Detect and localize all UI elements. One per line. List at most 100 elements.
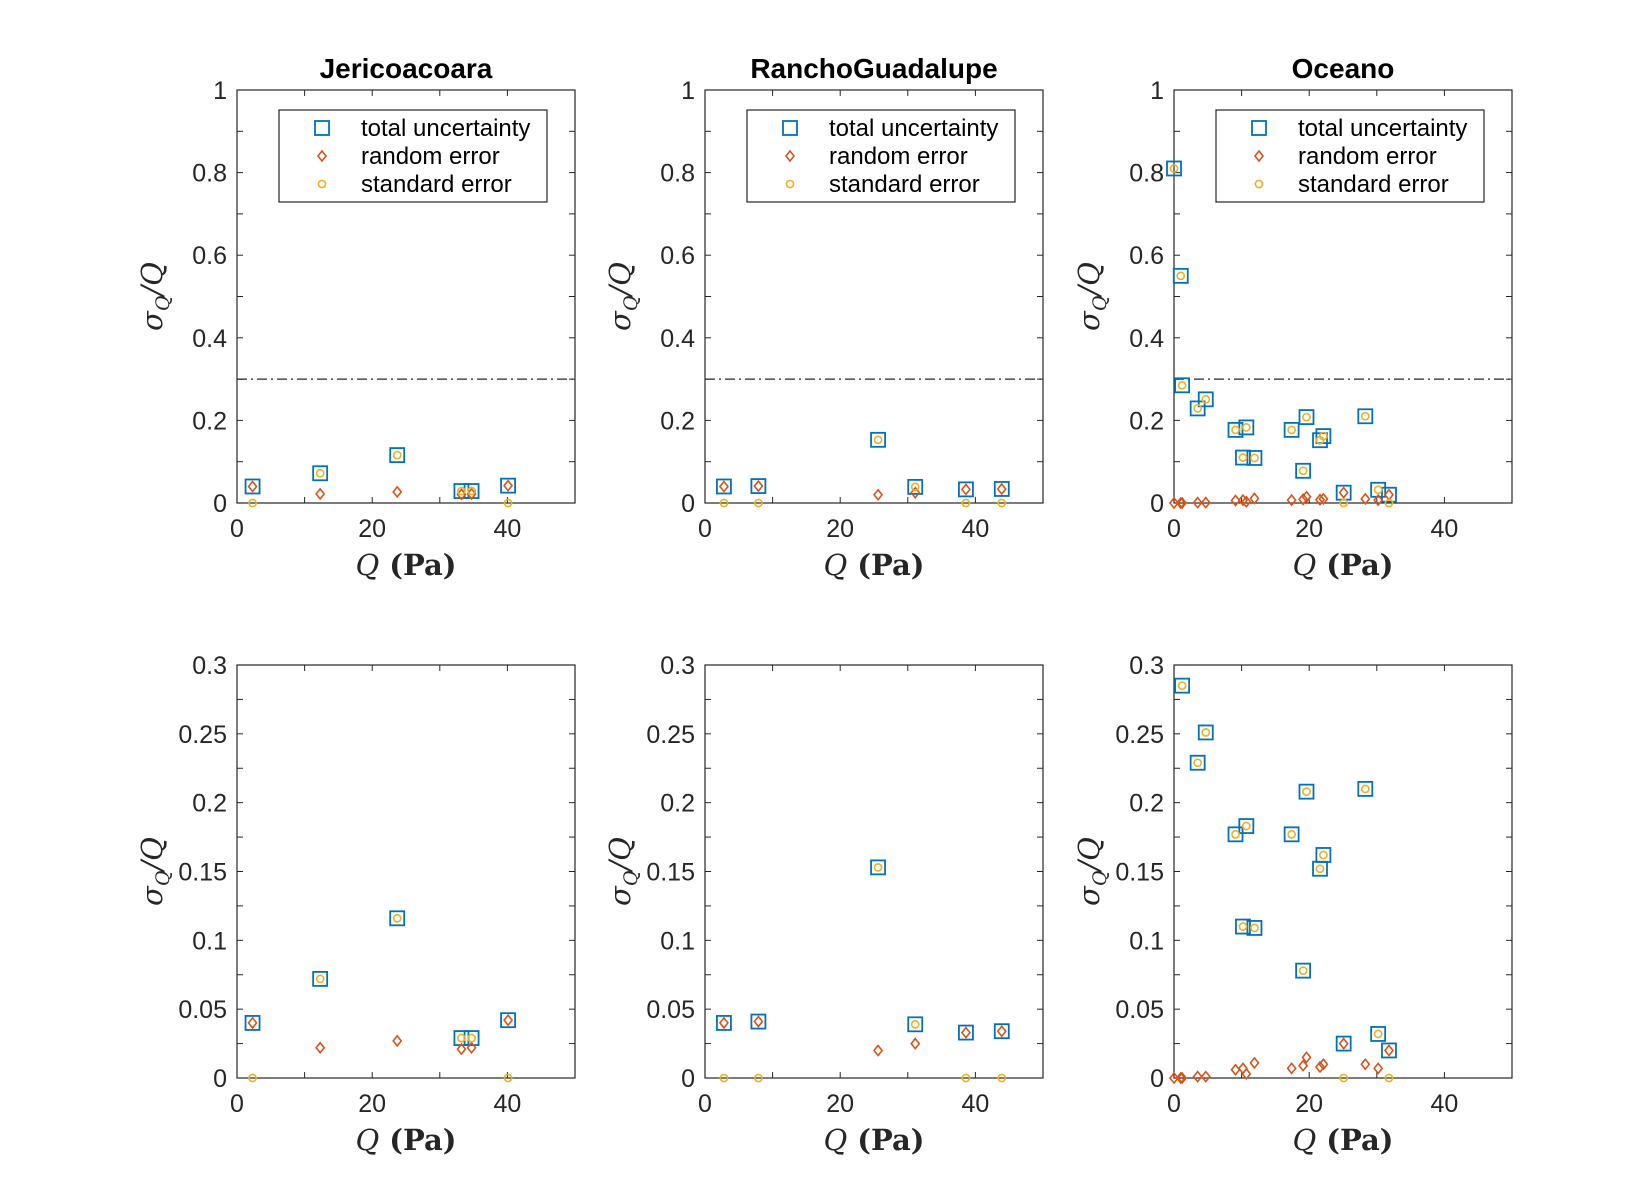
data-point-total xyxy=(1335,1035,1352,1052)
data-point-standard xyxy=(961,498,971,508)
data-point-standard xyxy=(1231,829,1240,839)
data-point-random xyxy=(1192,1070,1203,1083)
series-total xyxy=(716,859,1010,1041)
x-axis-label: Q (Pa) xyxy=(823,548,924,582)
data-point-standard xyxy=(1238,922,1248,931)
y-tick-label: 0 xyxy=(213,1065,227,1093)
data-point-standard xyxy=(873,435,883,445)
data-point-random xyxy=(315,487,326,501)
data-point-standard xyxy=(1169,164,1179,173)
data-point-standard xyxy=(1177,681,1187,691)
y-tick-label: 0 xyxy=(1150,490,1164,518)
legend-marker-random xyxy=(1253,149,1265,163)
y-tick-label: 0.2 xyxy=(192,790,227,818)
data-point-standard xyxy=(754,1073,763,1083)
chart-panel-6: 0 20 40 0 0.05 0.1 0.15 0.2 0.25 0.3 Q (Pa) σQ/Q xyxy=(1072,652,1513,1157)
data-point-random xyxy=(1241,1067,1252,1081)
y-tick-label: 0.3 xyxy=(660,652,695,680)
data-point-total xyxy=(958,1024,974,1041)
data-point-total xyxy=(716,1015,732,1031)
x-tick-label: 20 xyxy=(826,1090,854,1118)
data-point-total xyxy=(463,483,480,499)
data-point-random xyxy=(1338,486,1349,499)
chart-panel-5: 0 20 40 0 0.05 0.1 0.15 0.2 0.25 0.3 Q (Pa) σQ/Q xyxy=(603,652,1044,1157)
x-tick-label: 40 xyxy=(1430,515,1458,543)
data-point-standard xyxy=(1201,394,1211,404)
y-tick-label: 0.1 xyxy=(1129,927,1164,955)
axes-box xyxy=(1173,664,1513,1079)
data-point-total xyxy=(1315,847,1332,863)
data-point-standard xyxy=(1302,412,1311,422)
data-point-standard xyxy=(1339,1073,1349,1083)
data-point-total xyxy=(1381,486,1397,503)
series-standard xyxy=(719,435,1007,508)
x-tick-label: 0 xyxy=(1167,515,1181,543)
data-point-random xyxy=(718,480,729,493)
data-point-standard xyxy=(1373,485,1383,495)
y-tick-label: 0.8 xyxy=(192,160,227,188)
x-tick-label: 0 xyxy=(230,515,244,543)
data-point-random xyxy=(392,1034,403,1048)
axes-box xyxy=(236,664,576,1079)
legend-marker-random xyxy=(316,149,328,163)
data-point-random xyxy=(456,1042,467,1056)
data-point-total xyxy=(1227,826,1244,843)
series-total xyxy=(244,910,516,1046)
data-point-random xyxy=(503,479,514,492)
data-point-standard xyxy=(1373,1029,1383,1039)
data-point-standard xyxy=(1250,453,1259,463)
data-point-standard xyxy=(503,498,513,508)
panel-title: RanchoGuadalupe xyxy=(750,53,997,84)
y-tick-label: 0.3 xyxy=(1129,652,1164,680)
y-tick-label: 0.2 xyxy=(1129,407,1164,435)
y-tick-label: 0.6 xyxy=(1129,242,1164,270)
data-point-random xyxy=(753,1015,764,1028)
data-point-random xyxy=(1168,496,1180,510)
data-point-random xyxy=(247,1016,258,1030)
data-point-random xyxy=(1373,493,1384,507)
data-point-standard xyxy=(392,450,402,460)
y-tick-label: 0.1 xyxy=(660,927,695,955)
data-point-random xyxy=(873,488,884,502)
data-point-random xyxy=(1360,492,1371,506)
y-tick-label: 0.3 xyxy=(192,652,227,680)
data-point-standard xyxy=(1241,423,1251,432)
data-point-random xyxy=(753,479,764,493)
data-point-total xyxy=(500,477,516,494)
series-total xyxy=(244,447,516,499)
y-tick-label: 0.6 xyxy=(660,242,695,270)
data-point-total xyxy=(750,478,767,494)
y-tick-label: 0.8 xyxy=(660,160,695,188)
data-point-random xyxy=(996,1024,1007,1038)
data-point-standard xyxy=(1287,829,1297,839)
data-point-total xyxy=(1370,481,1387,498)
series-random xyxy=(718,479,1007,502)
data-point-random xyxy=(1200,1070,1211,1083)
data-point-standard xyxy=(1318,850,1328,860)
data-point-random xyxy=(1192,496,1203,509)
data-point-total xyxy=(1238,419,1255,436)
series-total xyxy=(1174,677,1397,1059)
data-point-standard xyxy=(1287,425,1297,435)
legend-marker-standard xyxy=(317,179,327,189)
x-tick-label: 0 xyxy=(698,515,712,543)
legend-marker-standard xyxy=(1254,179,1264,189)
y-tick-label: 0.15 xyxy=(646,859,695,887)
y-tick-label: 1 xyxy=(213,77,227,105)
data-point-total xyxy=(244,478,261,495)
data-point-random xyxy=(1338,1037,1349,1050)
y-tick-label: 0.1 xyxy=(192,927,227,955)
x-tick-label: 0 xyxy=(698,1090,712,1118)
data-point-standard xyxy=(1250,923,1259,933)
data-point-random xyxy=(1373,1062,1384,1075)
data-point-standard xyxy=(467,1033,476,1043)
data-point-random xyxy=(1200,496,1211,509)
data-point-total xyxy=(1381,1042,1397,1059)
data-point-total xyxy=(1283,826,1300,843)
series-standard xyxy=(1169,164,1394,508)
data-point-standard xyxy=(1315,864,1325,874)
data-point-random xyxy=(1249,492,1260,505)
data-point-random xyxy=(1360,1057,1371,1071)
legend-marker-total xyxy=(314,120,330,136)
data-point-total xyxy=(389,910,406,927)
